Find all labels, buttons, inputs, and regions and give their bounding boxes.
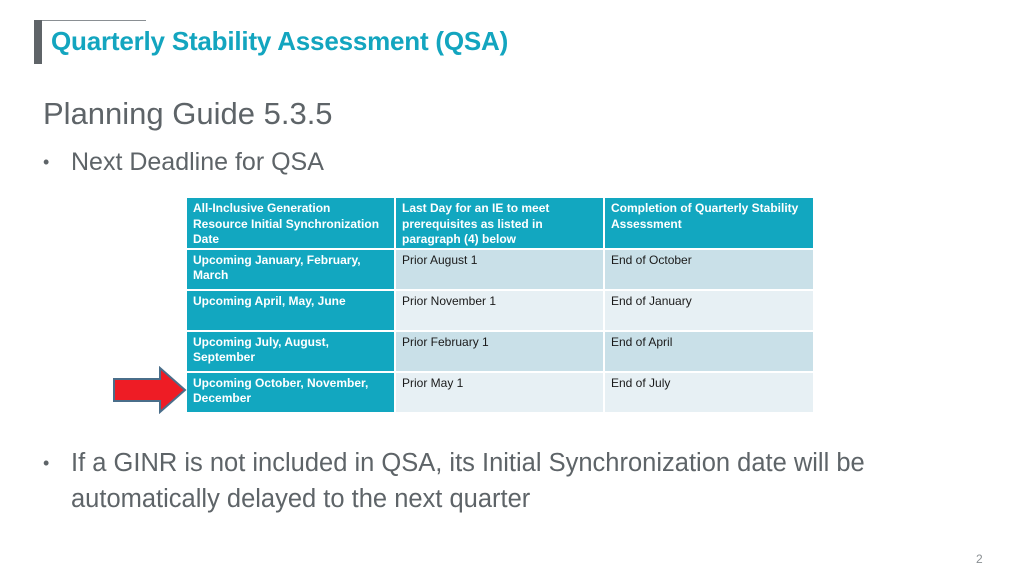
- header-completion: Completion of Quarterly Stability Assess…: [603, 196, 815, 250]
- table-row: Upcoming April, May, June Prior November…: [185, 288, 815, 332]
- row-quarter: Upcoming October, November, December: [185, 370, 396, 414]
- table-row: Upcoming October, November, December Pri…: [185, 370, 815, 414]
- row-last-day: Prior November 1: [394, 288, 605, 332]
- row-last-day: Prior May 1: [394, 370, 605, 414]
- row-quarter: Upcoming July, August, September: [185, 329, 396, 373]
- bullet-marker: •: [43, 453, 50, 473]
- row-quarter: Upcoming April, May, June: [185, 288, 396, 332]
- slide-subtitle: Planning Guide 5.3.5: [43, 96, 333, 131]
- row-last-day: Prior August 1: [394, 247, 605, 291]
- slide-title: Quarterly Stability Assessment (QSA): [51, 26, 509, 56]
- red-arrow-right-icon: [113, 366, 187, 414]
- row-quarter: Upcoming January, February, March: [185, 247, 396, 291]
- header-last-day: Last Day for an IE to meet prerequisites…: [394, 196, 605, 250]
- title-rule: [42, 20, 146, 21]
- row-completion: End of January: [603, 288, 815, 332]
- row-last-day: Prior February 1: [394, 329, 605, 373]
- row-completion: End of October: [603, 247, 815, 291]
- table-header-row: All-Inclusive Generation Resource Initia…: [185, 196, 815, 250]
- title-accent-bar: [34, 20, 42, 64]
- page-number: 2: [976, 552, 983, 566]
- bullet-text: Next Deadline for QSA: [71, 148, 324, 176]
- bullet-marker: •: [43, 152, 50, 172]
- row-completion: End of April: [603, 329, 815, 373]
- bullet-text: If a GINR is not included in QSA, its In…: [71, 449, 865, 513]
- qsa-deadline-table: All-Inclusive Generation Resource Initia…: [185, 196, 815, 414]
- table-row: Upcoming January, February, March Prior …: [185, 247, 815, 291]
- header-sync-date: All-Inclusive Generation Resource Initia…: [185, 196, 396, 250]
- table-row: Upcoming July, August, September Prior F…: [185, 329, 815, 373]
- row-completion: End of July: [603, 370, 815, 414]
